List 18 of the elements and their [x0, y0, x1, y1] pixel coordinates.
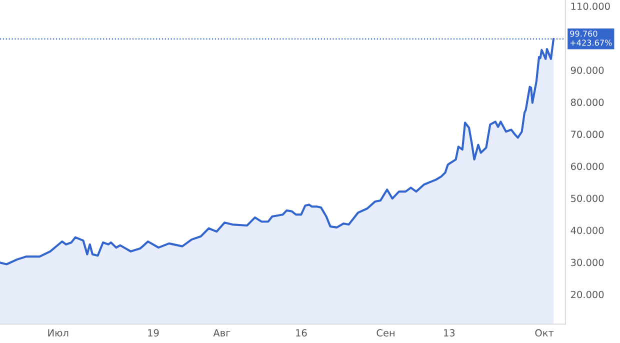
x-tick-label: Июл — [48, 329, 68, 337]
y-tick-label: 90.000 — [570, 66, 604, 74]
y-tick-label: 110.000 — [571, 2, 610, 10]
ref-line-label: 99.760 — [570, 30, 598, 37]
y-tick-label: 50.000 — [571, 194, 604, 202]
x-tick-label: 19 — [148, 329, 159, 337]
x-tick-label: Окт — [535, 329, 554, 337]
y-tick-label: 40.000 — [570, 226, 604, 234]
y-tick-label: 30.000 — [571, 258, 604, 266]
x-tick-label: Авг — [213, 329, 230, 336]
y-tick-label: 60.000 — [570, 162, 604, 170]
text: +423.67% — [570, 40, 612, 46]
y-tick-label: 70.000 — [571, 130, 604, 138]
x-tick-label: 16 — [296, 329, 307, 337]
x-tick-label: 13 — [444, 329, 455, 337]
y-tick-label: 20.000 — [571, 290, 604, 298]
y-tick-label: 80.000 — [570, 98, 604, 106]
x-tick-label: Сен — [376, 329, 394, 337]
